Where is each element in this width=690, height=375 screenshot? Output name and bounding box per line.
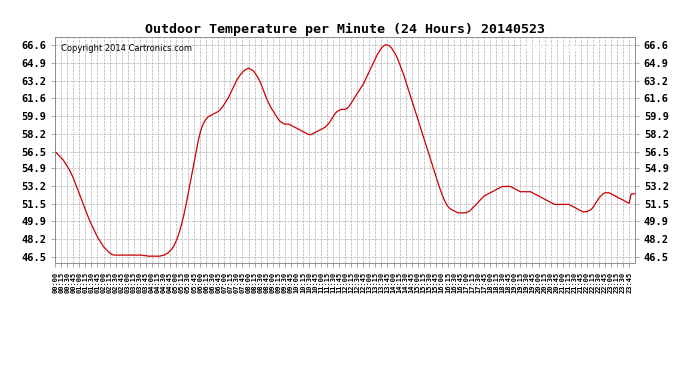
Title: Outdoor Temperature per Minute (24 Hours) 20140523: Outdoor Temperature per Minute (24 Hours…: [145, 23, 545, 36]
Text: Copyright 2014 Cartronics.com: Copyright 2014 Cartronics.com: [61, 44, 192, 53]
